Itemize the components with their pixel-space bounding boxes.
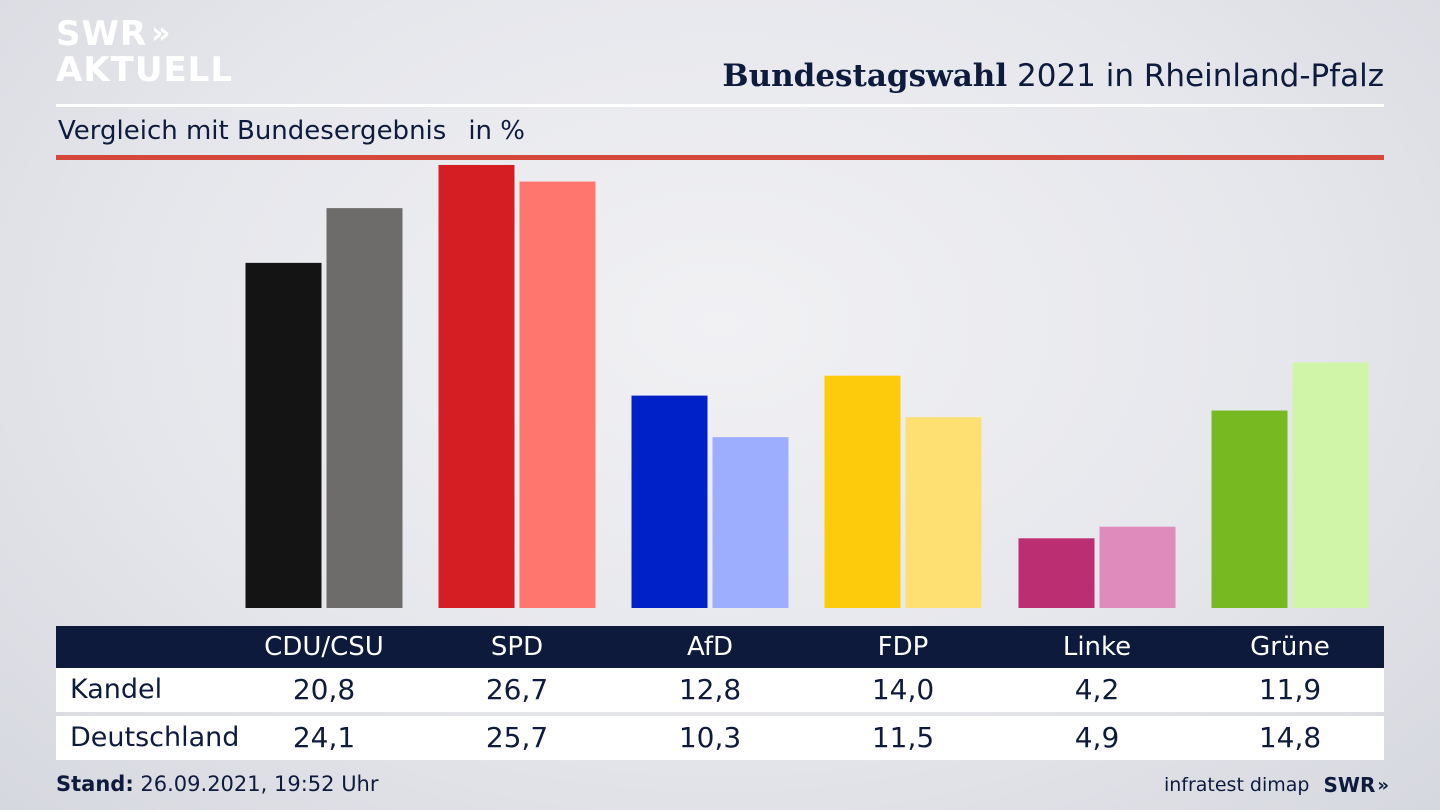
- chart-subtitle: Vergleich mit Bundesergebnis in %: [58, 116, 525, 146]
- bar-fdp-deutschland: [905, 417, 982, 608]
- logo-line2: AKTUELL: [56, 50, 234, 90]
- row-label-deutschland: Deutschland: [70, 722, 240, 753]
- value-label-cdu-csu-deutschland: 24,1: [292, 721, 356, 754]
- source-credit: infratest dimap SWR»: [1163, 773, 1389, 797]
- bar-linke-deutschland: [1099, 526, 1176, 608]
- value-label-spd-kandel: 26,7: [485, 673, 549, 706]
- category-label-fdp: FDP: [877, 632, 929, 662]
- subtitle-text: Vergleich mit Bundesergebnis: [58, 116, 447, 146]
- bar-cdu-csu-deutschland: [326, 208, 403, 608]
- chevron-right-icon: »: [1377, 774, 1388, 796]
- stand-label: Stand:: [56, 772, 134, 796]
- title-divider: [56, 104, 1384, 107]
- value-label-afd-deutschland: 10,3: [678, 721, 742, 754]
- value-label-spd-deutschland: 25,7: [485, 721, 549, 754]
- subtitle-divider: [56, 155, 1384, 160]
- chart-title: Bundestagswahl 2021 in Rheinland-Pfalz: [722, 58, 1384, 94]
- value-label-gr-ne-kandel: 11,9: [1258, 673, 1322, 706]
- bar-gr-ne-kandel: [1211, 410, 1288, 608]
- category-label-spd: SPD: [490, 632, 544, 662]
- row-label-kandel: Kandel: [70, 674, 163, 705]
- table-row: Kandel 20,8 26,7 12,8 14,0 4,2 11,9: [56, 668, 1384, 712]
- value-label-afd-kandel: 12,8: [678, 673, 742, 706]
- results-table: CDU/CSU SPD AfD FDP Linke Grüne Kandel 20,8 26…: [56, 626, 1384, 760]
- bar-gr-ne-deutschland: [1292, 362, 1369, 608]
- category-label-cdu-csu: CDU/CSU: [264, 632, 384, 662]
- table-row: Deutschland 24,1 25,7 10,3 11,5 4,9 14,8: [56, 716, 1384, 760]
- bar-afd-deutschland: [712, 437, 789, 608]
- value-label-fdp-kandel: 14,0: [871, 673, 935, 706]
- logo-line1: SWR: [56, 14, 148, 54]
- category-label-afd: AfD: [686, 632, 734, 662]
- bar-cdu-csu-kandel: [245, 262, 322, 608]
- swr-aktuell-logo: SWR» AKTUELL: [56, 16, 233, 88]
- value-label-fdp-deutschland: 11,5: [871, 721, 935, 754]
- timestamp: Stand: 26.09.2021, 19:52 Uhr: [56, 772, 379, 796]
- bar-afd-kandel: [631, 395, 708, 608]
- chart-title-rest: 2021 in Rheinland-Pfalz: [1017, 58, 1384, 94]
- bar-fdp-kandel: [824, 375, 901, 608]
- chart-title-bold: Bundestagswahl: [722, 58, 1008, 94]
- stand-value: 26.09.2021, 19:52 Uhr: [140, 772, 379, 796]
- swr-logo: SWR: [1323, 773, 1376, 797]
- value-label-linke-kandel: 4,2: [1074, 673, 1120, 706]
- category-label-gr-ne: Grüne: [1250, 632, 1330, 662]
- source-text: infratest dimap: [1163, 774, 1310, 796]
- bar-spd-kandel: [438, 164, 515, 608]
- table-header: CDU/CSU SPD AfD FDP Linke Grüne: [56, 626, 1384, 668]
- unit-label: in %: [468, 116, 525, 146]
- value-label-cdu-csu-kandel: 20,8: [292, 673, 356, 706]
- value-label-linke-deutschland: 4,9: [1074, 721, 1120, 754]
- bar-spd-deutschland: [519, 181, 596, 608]
- value-label-gr-ne-deutschland: 14,8: [1258, 721, 1322, 754]
- bar-linke-kandel: [1018, 538, 1095, 608]
- category-label-linke: Linke: [1062, 632, 1132, 662]
